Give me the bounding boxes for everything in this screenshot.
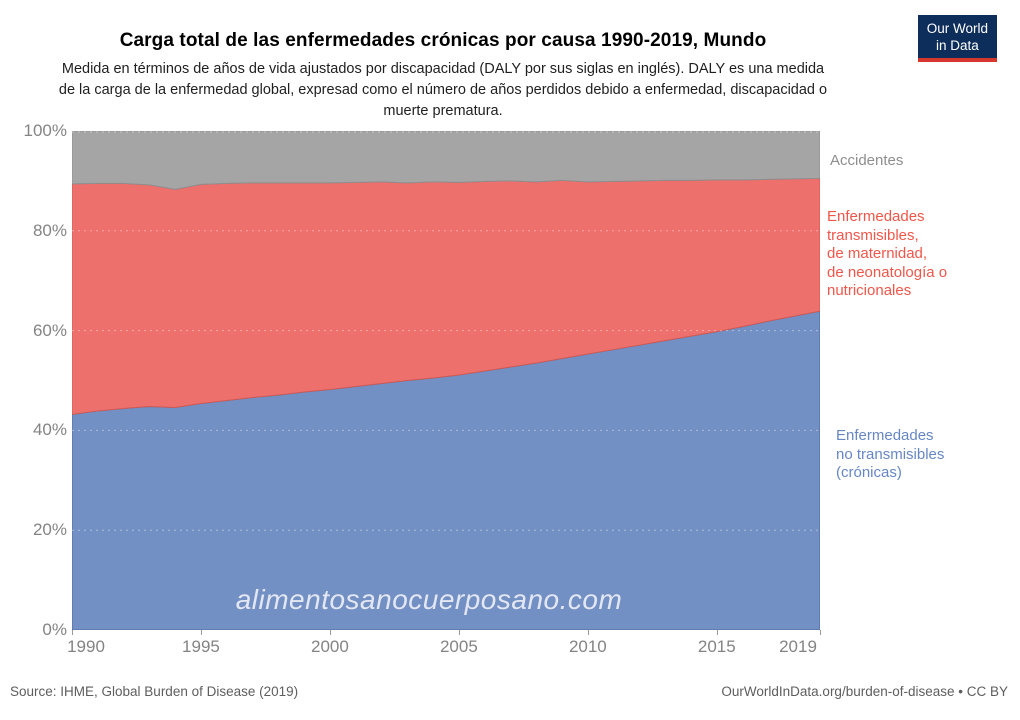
series-label-line: Accidentes bbox=[830, 152, 904, 169]
x-axis-tick bbox=[716, 630, 718, 635]
page-title: Carga total de las enfermedades crónicas… bbox=[119, 30, 767, 51]
series-label-communicable: Enfermedades transmisibles, de maternida… bbox=[827, 208, 947, 301]
footer-source: Source: IHME, Global Burden of Disease (… bbox=[10, 684, 299, 699]
y-tick-label: 60% bbox=[32, 321, 67, 340]
chart-footer: Source: IHME, Global Burden of Disease (… bbox=[10, 684, 1008, 699]
owid-logo-line2: in Data bbox=[935, 38, 979, 53]
series-label-line: de neonatología o bbox=[827, 263, 948, 281]
page-subtitle: Medida en términos de años de vida ajust… bbox=[58, 61, 828, 119]
owid-logo[interactable]: Our World in Data bbox=[917, 15, 997, 62]
y-tick-label: 20% bbox=[32, 520, 67, 539]
x-axis-tick bbox=[200, 630, 202, 635]
x-axis-tick bbox=[72, 630, 73, 635]
x-tick-label: 2015 bbox=[697, 637, 736, 656]
stacked-area-plot[interactable] bbox=[72, 131, 820, 630]
x-axis-tick bbox=[329, 630, 331, 635]
y-tick-label: 80% bbox=[32, 221, 67, 240]
x-tick-label: 2019 bbox=[779, 637, 817, 656]
x-axis-tick bbox=[458, 630, 460, 635]
x-tick-label: 1995 bbox=[182, 637, 220, 656]
series-label-line: transmisibles, bbox=[827, 226, 919, 244]
x-axis-tick bbox=[820, 630, 821, 635]
series-label-line: Enfermedades bbox=[827, 208, 925, 225]
x-tick-label: 2010 bbox=[568, 637, 607, 656]
series-label-line: de maternidad, bbox=[827, 245, 928, 262]
owid-logo-line1: Our World bbox=[926, 21, 988, 36]
x-axis-tick bbox=[587, 630, 589, 635]
y-tick-label: 40% bbox=[32, 420, 67, 439]
series-label-line: nutricionales bbox=[827, 282, 912, 299]
y-tick-label: 100% bbox=[23, 121, 67, 140]
series-label-line: (crónicas) bbox=[836, 464, 902, 481]
x-tick-label: 2000 bbox=[311, 637, 349, 656]
x-tick-label: 1990 bbox=[67, 637, 105, 656]
series-label-injuries: Accidentes bbox=[830, 152, 903, 171]
chart-header: Carga total de las enfermedades crónicas… bbox=[0, 30, 886, 122]
y-tick-label: 0% bbox=[42, 620, 67, 639]
footer-license-link[interactable]: OurWorldInData.org/burden-of-disease • C… bbox=[721, 684, 1008, 699]
area-injuries[interactable] bbox=[72, 131, 820, 190]
x-tick-label: 2005 bbox=[439, 637, 478, 656]
series-label-line: Enfermedades bbox=[836, 427, 934, 444]
series-label-line: no transmisibles bbox=[836, 445, 945, 463]
watermark: alimentosanocuerposano.com bbox=[235, 584, 623, 615]
series-label-noncommunicable: Enfermedades no transmisibles (crónicas) bbox=[836, 427, 944, 483]
